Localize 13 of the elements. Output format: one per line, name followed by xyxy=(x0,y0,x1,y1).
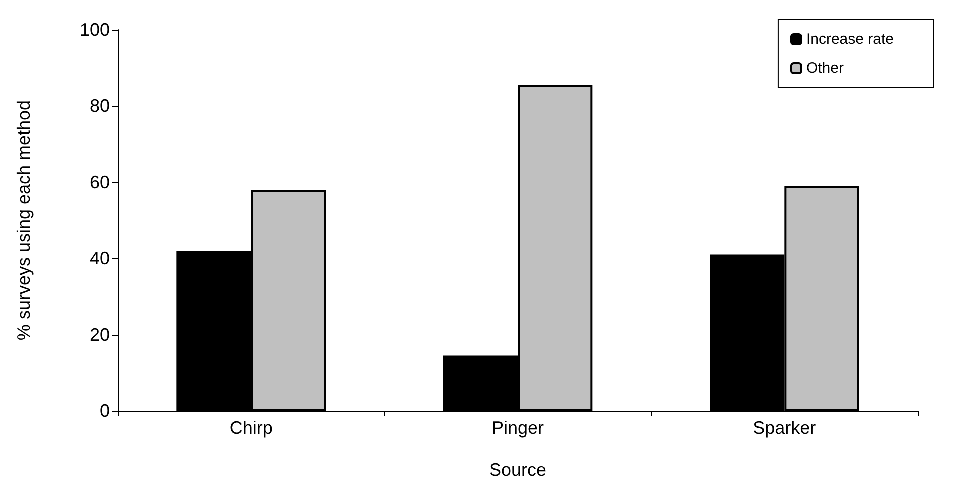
legend-label: Increase rate xyxy=(806,31,894,48)
y-tick-label: 20 xyxy=(90,324,110,345)
legend-label: Other xyxy=(806,60,844,77)
y-tick-label: 40 xyxy=(90,248,110,269)
y-tick-label: 100 xyxy=(80,20,110,40)
x-tick-label: Pinger xyxy=(492,418,544,438)
y-tick-label: 80 xyxy=(90,96,110,116)
x-tick-label: Chirp xyxy=(230,418,273,438)
x-axis-title: Source xyxy=(489,460,547,480)
y-tick-label: 60 xyxy=(90,172,110,192)
y-tick-label: 0 xyxy=(100,401,110,421)
x-tick-label: Sparker xyxy=(753,418,816,438)
y-axis-title: % surveys using each method xyxy=(14,100,34,341)
